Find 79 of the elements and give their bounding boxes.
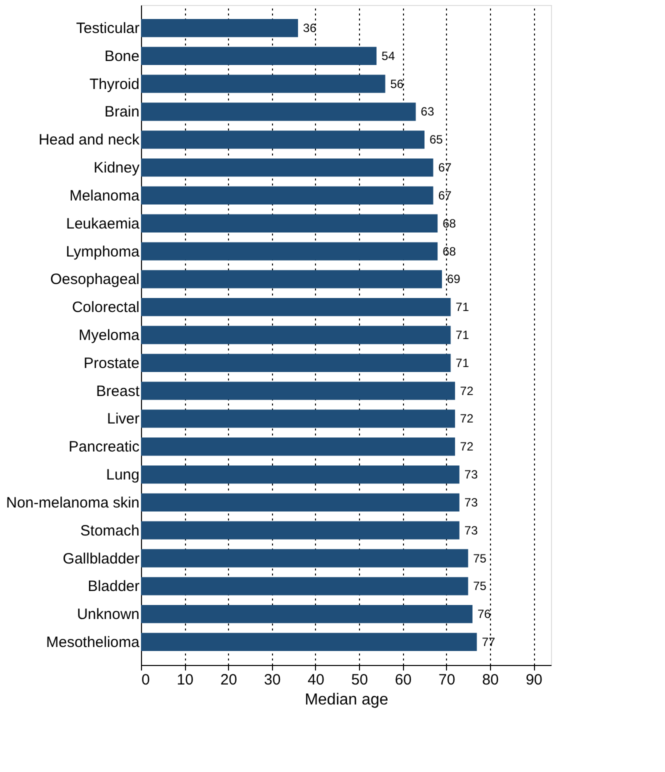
bar [141,577,468,596]
data-label: 72 [460,440,474,454]
data-label: 68 [442,216,456,230]
y-tick-label: Melanoma [69,187,140,204]
y-tick-label: Gallbladder [62,550,140,568]
x-tick-label: 0 [142,672,150,688]
data-label: 71 [456,356,470,370]
bar [141,549,468,568]
y-tick-label: Pancreatic [68,438,140,456]
data-label: 72 [460,384,474,398]
bar [141,214,438,232]
data-label: 67 [438,188,452,202]
bar [141,186,434,205]
y-tick-label: Mesothelioma [46,634,140,651]
bar [141,438,456,456]
y-tick-label: Myeloma [78,327,140,344]
y-tick-label: Lymphoma [66,243,140,260]
bar [141,354,451,372]
y-tick-label: Bone [104,48,140,65]
x-tick-label: 70 [438,672,456,688]
data-label: 73 [464,468,478,482]
y-tick-label: Liver [106,410,140,428]
bar [141,298,451,316]
data-label: 75 [473,551,487,566]
y-tick-label: Kidney [94,160,140,177]
y-tick-label: Head and neck [38,132,140,149]
bar [141,74,386,93]
data-label: 76 [477,607,492,622]
data-label: 68 [442,244,456,258]
data-label: 63 [420,104,434,119]
data-label: 67 [438,160,452,175]
bar [141,410,456,428]
data-label: 73 [464,495,478,510]
x-tick-label: 30 [264,672,281,688]
bar [141,493,460,512]
x-tick-label: 20 [220,672,238,688]
bar [141,130,425,149]
x-tick-label: 90 [526,672,542,688]
x-tick-label: 10 [176,672,194,688]
data-label: 54 [382,48,396,63]
bar [141,326,451,344]
x-tick-label: 60 [394,672,412,688]
x-axis-title: Median age [304,692,388,708]
y-tick-label: Brain [104,104,140,121]
data-label: 69 [446,272,461,286]
y-tick-label: Thyroid [89,76,140,93]
y-tick-label: Non-melanoma skin [6,494,140,512]
y-tick-label: Unknown [76,606,140,624]
data-label: 77 [482,634,496,649]
data-label: 71 [456,328,470,342]
bar [141,270,442,288]
x-tick-label: 40 [308,672,324,688]
x-tick-label: 50 [351,672,368,688]
y-tick-label: Lung [106,466,140,484]
y-tick-label: Breast [96,382,140,400]
data-label: 65 [430,132,444,147]
bar [141,102,416,121]
y-tick-label: Bladder [88,578,140,596]
y-tick-label: Testicular [76,20,140,38]
y-tick-label: Prostate [84,354,140,372]
bar [141,158,434,177]
data-label: 71 [456,300,470,314]
bar [141,605,472,624]
bar [141,46,377,65]
bar [141,382,456,400]
bar [141,632,477,652]
data-label: 56 [390,76,404,91]
bar [141,521,460,540]
data-label: 73 [464,523,478,538]
y-tick-label: Stomach [80,522,140,540]
x-tick-label: 80 [482,672,499,688]
y-tick-label: Leukaemia [66,215,140,232]
bar [141,465,460,484]
bar [141,18,298,38]
y-tick-label: Colorectal [72,299,140,316]
data-label: 72 [460,412,474,426]
bar [141,242,438,260]
data-label: 75 [473,579,487,594]
y-tick-label: Oesophageal [50,271,140,288]
